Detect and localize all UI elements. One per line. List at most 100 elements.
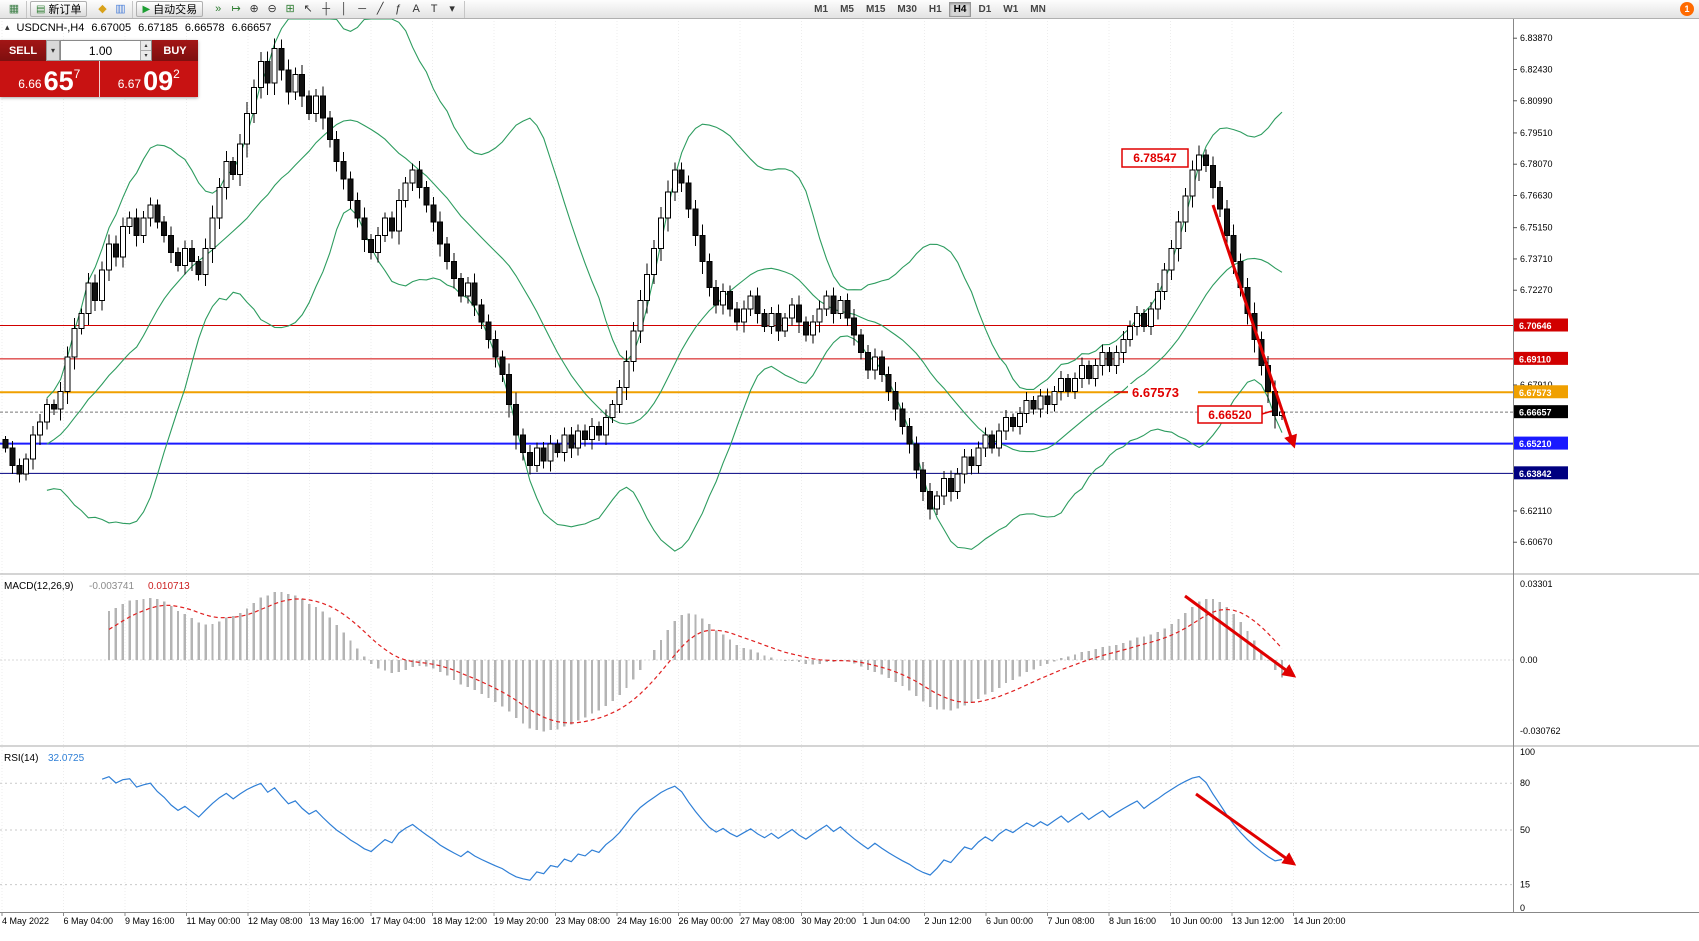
ask-sup-digit: 2 xyxy=(173,67,180,81)
chart-shift-icon[interactable]: ↦ xyxy=(231,2,241,15)
label-icon[interactable]: T xyxy=(430,2,438,15)
price-badge-6.66657 xyxy=(1514,405,1568,419)
timeframe-w1[interactable]: W1 xyxy=(998,2,1023,17)
annotation-mid-label[interactable]: 6.67573 xyxy=(1132,385,1179,400)
price-axis-label: 6.79510 xyxy=(1520,128,1553,138)
price-axis-label: 6.80990 xyxy=(1520,96,1553,106)
macd-histogram xyxy=(107,591,1284,732)
low-value: 6.66578 xyxy=(184,22,225,34)
zoom-out-icon[interactable]: ⊖ xyxy=(267,2,277,15)
price-badge-6.63842 xyxy=(1514,466,1568,480)
cursor-icon[interactable]: ↖ xyxy=(303,2,313,15)
bid-big-digits: 65 xyxy=(43,66,74,96)
chart-window-icon[interactable]: ▦ xyxy=(8,2,20,15)
trend-arrow-macd[interactable] xyxy=(1184,594,1297,678)
auto-scroll-icon[interactable]: » xyxy=(215,2,222,15)
time-axis-label: 14 Jun 20:00 xyxy=(1294,916,1346,926)
new-order-button[interactable]: ▤ 新订单 xyxy=(30,1,88,17)
timeframe-mn[interactable]: MN xyxy=(1025,2,1051,17)
candlestick-series xyxy=(2,38,1285,520)
rsi-axis-label: 0 xyxy=(1520,903,1525,913)
toolbar-right: 1 xyxy=(1680,2,1697,16)
timeframe-m15[interactable]: M15 xyxy=(861,2,890,17)
price-axis-label: 6.62110 xyxy=(1520,506,1552,516)
sell-price-button[interactable]: 6.66 65 7 xyxy=(0,61,100,97)
volume-down-button[interactable]: ▾ xyxy=(140,51,151,60)
open-value: 6.67005 xyxy=(91,22,132,34)
volume-up-button[interactable]: ▴ xyxy=(140,41,151,51)
macd-axis-label: 0.03301 xyxy=(1520,579,1553,589)
annotation-low-label: 6.66520 xyxy=(1208,408,1252,422)
trend-arrow-rsi[interactable] xyxy=(1195,792,1297,866)
trade-price-row: 6.66 65 7 6.67 09 2 xyxy=(0,61,198,97)
time-axis-label: 6 Jun 00:00 xyxy=(986,916,1033,926)
bollinger-middle-band xyxy=(46,119,1283,453)
buy-price-button[interactable]: 6.67 09 2 xyxy=(100,61,199,97)
time-axis-label: 27 May 08:00 xyxy=(740,916,795,926)
price-badge-6.70646 xyxy=(1514,318,1568,332)
timeframe-h4[interactable]: H4 xyxy=(948,1,972,17)
navigator-icon[interactable]: ◆ xyxy=(98,2,107,15)
macd-label: MACD(12,26,9) xyxy=(4,581,73,592)
price-badge-6.65210 xyxy=(1514,436,1568,450)
price-badge-6.69110 xyxy=(1514,351,1568,365)
timeframe-group: M1 M5 M15 M30 H1 H4 D1 W1 MN xyxy=(805,1,1055,18)
volume-stepper: ▴ ▾ xyxy=(140,41,151,60)
price-axis-label: 6.76630 xyxy=(1520,190,1553,200)
timeframe-m30[interactable]: M30 xyxy=(892,2,921,17)
panel-icon-group: ◆ ▥ xyxy=(90,0,134,18)
rsi-axis-label: 100 xyxy=(1520,747,1535,757)
rsi-line xyxy=(101,775,1283,881)
volume-input[interactable] xyxy=(61,41,151,60)
price-badge-label: 6.66657 xyxy=(1519,408,1552,418)
time-axis-label: 1 Jun 04:00 xyxy=(863,916,910,926)
price-axis-label: 6.78070 xyxy=(1520,159,1553,169)
auto-trading-label: 自动交易 xyxy=(153,4,198,16)
time-axis-label: 30 May 20:00 xyxy=(802,916,857,926)
annotation-low-box[interactable] xyxy=(1197,405,1263,424)
buy-button[interactable]: BUY xyxy=(152,40,198,61)
time-axis-label: 8 Jun 16:00 xyxy=(1109,916,1156,926)
trade-top-row: SELL ▾ ▴ ▾ BUY xyxy=(0,40,198,61)
terminal-icon[interactable]: ▥ xyxy=(115,2,126,15)
fibonacci-icon[interactable]: ƒ xyxy=(395,2,402,15)
price-badge-6.67573 xyxy=(1514,385,1568,399)
price-axis-label: 6.82430 xyxy=(1520,64,1553,74)
annotation-peak-box[interactable] xyxy=(1121,148,1189,168)
zoom-in-icon[interactable]: ⊕ xyxy=(249,2,259,15)
tile-windows-icon[interactable]: ⊞ xyxy=(285,2,295,15)
timeframe-h1[interactable]: H1 xyxy=(924,2,947,17)
order-type-dropdown[interactable]: ▾ xyxy=(46,40,60,61)
timeframe-m1[interactable]: M1 xyxy=(809,2,833,17)
arrows-icon[interactable]: ▾ xyxy=(449,2,455,15)
rsi-value: 32.0725 xyxy=(48,753,85,764)
new-order-label: 新订单 xyxy=(48,4,82,16)
auto-trading-icon: ▶ xyxy=(142,3,151,15)
horizontal-line-icon[interactable]: ─ xyxy=(358,2,367,15)
price-axis-label: 6.72270 xyxy=(1520,285,1553,295)
crosshair-icon[interactable]: ┼ xyxy=(322,2,331,15)
trend-arrow-main[interactable] xyxy=(1211,204,1297,449)
rsi-label: RSI(14) xyxy=(4,753,38,764)
annotation-peak-label: 6.78547 xyxy=(1133,151,1177,165)
bollinger-upper-band xyxy=(46,18,1283,399)
notification-badge[interactable]: 1 xyxy=(1680,2,1694,16)
new-order-icon: ▤ xyxy=(36,3,46,15)
macd-axis-label: 0.00 xyxy=(1520,655,1538,665)
symbol-name: USDCNH-,H4 xyxy=(16,22,85,34)
bid-small-digits: 6.66 xyxy=(18,77,42,91)
volume-box: ▴ ▾ xyxy=(60,40,152,61)
sell-button[interactable]: SELL xyxy=(0,40,46,61)
timeframe-d1[interactable]: D1 xyxy=(973,2,996,17)
time-axis-label: 9 May 16:00 xyxy=(125,916,175,926)
time-axis-label: 13 May 16:00 xyxy=(310,916,365,926)
text-icon[interactable]: A xyxy=(412,2,420,15)
trendline-icon[interactable]: ╱ xyxy=(376,2,384,15)
macd-signal-line xyxy=(108,598,1283,724)
vertical-line-icon[interactable]: │ xyxy=(340,2,348,15)
price-axis-label: 6.83870 xyxy=(1520,33,1553,43)
auto-trading-button[interactable]: ▶ 自动交易 xyxy=(136,1,204,17)
macd-axis-label: -0.030762 xyxy=(1520,726,1561,736)
timeframe-m5[interactable]: M5 xyxy=(835,2,859,17)
